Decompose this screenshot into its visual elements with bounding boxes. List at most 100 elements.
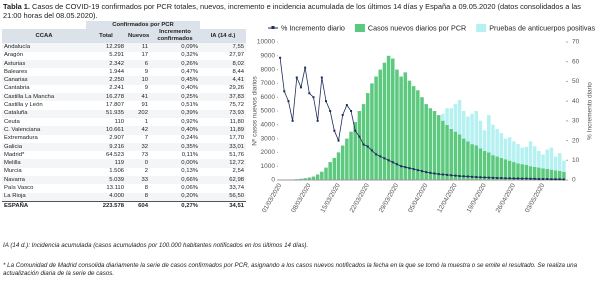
- table-cell: 7: [144, 135, 148, 142]
- footnote: IA (14 d.): Incidencia acumulada (casos …: [3, 242, 309, 249]
- header-row: Confirmados por PCR: [2, 21, 246, 30]
- table-cell: Galicia: [2, 142, 86, 152]
- table-cell: 4,41: [200, 76, 246, 85]
- line-marker: [291, 119, 294, 122]
- line-marker: [329, 110, 332, 112]
- table-cell: 1: [144, 118, 148, 125]
- table-cell: 11: [126, 43, 150, 52]
- y2-tick-label: 20: [572, 137, 580, 144]
- table-cell: La Rioja: [2, 192, 86, 202]
- line-marker: [391, 161, 394, 164]
- bar: [482, 151, 487, 180]
- table-cell: 8: [126, 192, 150, 202]
- y2-tick-label: 60: [572, 58, 580, 65]
- table-cell: 33,01: [200, 142, 246, 152]
- bar: [353, 122, 357, 180]
- bar: [520, 147, 524, 165]
- table-cell: 62,98: [200, 176, 246, 185]
- table-row: La Rioja 4.000 8 0,20% 56,50: [2, 192, 246, 202]
- table-cell: 0,24%: [181, 135, 198, 142]
- bar: [553, 170, 558, 180]
- line-marker: [325, 100, 327, 103]
- line-marker: [295, 76, 298, 79]
- bar: [311, 176, 316, 180]
- bar: [411, 86, 416, 180]
- table-row: Andalucía 12.298 11 0,09% 7,55: [2, 43, 246, 52]
- table-cell: Cataluña: [2, 109, 86, 118]
- legend-label: Casos nuevos diarios por PCR: [368, 23, 466, 32]
- footnote: * La Comunidad de Madrid consolida diari…: [3, 262, 578, 277]
- table-cell: 7,55: [200, 43, 246, 52]
- bar: [382, 62, 387, 181]
- table-cell: 0,40%: [181, 85, 198, 92]
- table-cell: 17,70: [229, 135, 244, 142]
- bar: [549, 147, 554, 170]
- bar: [474, 145, 479, 180]
- header-cell: [2, 21, 86, 30]
- table-cell: Madrid*: [4, 151, 25, 158]
- table-cell: 34,51: [200, 200, 246, 211]
- y-tick-label: 10000: [257, 39, 275, 46]
- line-marker: [437, 173, 440, 176]
- bar: [512, 141, 516, 163]
- line-marker: [450, 174, 453, 177]
- table-cell: 0,13%: [181, 168, 198, 175]
- bar: [553, 156, 558, 171]
- y-tick-label: 1000: [261, 163, 276, 170]
- table-row: Extremadura 2.907 7 0,24% 17,70: [2, 135, 246, 143]
- table-cell: Navarra: [2, 176, 86, 185]
- line-marker: [354, 129, 357, 132]
- y2-tick-label: 10: [572, 157, 580, 164]
- bar: [461, 111, 466, 139]
- table-cell: 73,93: [200, 109, 246, 118]
- table-row: Aragón 5.291 17 0,32% 27,97: [2, 52, 246, 60]
- line-marker: [525, 177, 528, 180]
- table-cell: 10.661: [86, 126, 126, 135]
- table-cell: 8: [144, 184, 148, 191]
- bar: [491, 124, 495, 156]
- y2-tick-label: 50: [572, 78, 580, 85]
- table-row: C. Valenciana 10.661 42 0,40% 11,89: [2, 126, 246, 135]
- table-cell: 0,09%: [150, 43, 200, 52]
- line-marker: [508, 177, 511, 180]
- y-tick-label: 9000: [261, 53, 276, 60]
- y-tick-label: 4000: [261, 122, 276, 129]
- bar: [332, 157, 337, 180]
- line-marker: [491, 176, 494, 179]
- legend-swatch: [271, 26, 275, 29]
- bar: [541, 154, 545, 169]
- line-marker: [337, 139, 340, 142]
- line-marker: [395, 163, 398, 166]
- line-marker: [358, 135, 361, 138]
- table-cell: 0,20%: [150, 192, 200, 202]
- bar: [449, 128, 453, 180]
- line-marker: [404, 166, 407, 169]
- bar: [349, 131, 353, 180]
- bar: [324, 167, 328, 180]
- line-marker: [375, 153, 378, 156]
- column-header: Nuevos: [126, 29, 150, 44]
- line-marker: [304, 66, 307, 69]
- line-marker: [421, 170, 423, 173]
- bar: [499, 133, 504, 158]
- line-marker: [458, 175, 461, 178]
- bar: [340, 145, 345, 180]
- table-cell: 17: [141, 52, 148, 59]
- bar: [537, 151, 541, 168]
- line-marker: [471, 175, 474, 178]
- bar: [545, 168, 549, 180]
- table-cell: 5.039: [86, 176, 126, 185]
- table-cell: 8,02: [200, 59, 246, 69]
- bar: [524, 164, 529, 180]
- bar: [320, 171, 324, 180]
- table-cell: Baleares: [4, 68, 28, 75]
- table-cell: 12,72: [200, 159, 246, 168]
- table-cell: 64.523: [105, 151, 124, 158]
- table-cell: 56,50: [200, 192, 246, 202]
- table-cell: 42: [126, 126, 150, 135]
- table-row: Murcia 1.506 2 0,13% 2,54: [2, 168, 246, 176]
- bar: [449, 108, 453, 129]
- bar: [436, 115, 441, 180]
- bar: [361, 104, 366, 180]
